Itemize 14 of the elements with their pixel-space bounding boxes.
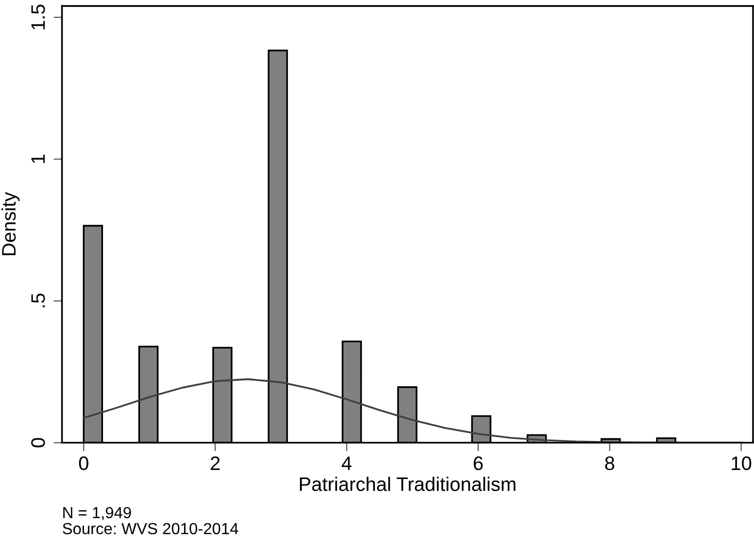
- y-tick-label: 1: [31, 154, 45, 164]
- x-tick-label: 10: [732, 456, 752, 470]
- y-tick-label: 0: [31, 438, 45, 448]
- x-tick-label: 0: [79, 456, 88, 470]
- y-axis-title: Density: [1, 192, 20, 256]
- source-note: Source: WVS 2010-2014: [62, 522, 238, 534]
- text: N = 1,949: [63, 506, 131, 520]
- x-tick-label: 2: [210, 456, 220, 470]
- x-tick-label: 8: [605, 456, 614, 470]
- x-axis-title: Patriarchal Traditionalism: [300, 476, 516, 492]
- y-tick-label: 1.5: [31, 4, 45, 30]
- x-tick-label: 6: [474, 456, 483, 470]
- x-tick-label: 4: [342, 456, 352, 470]
- y-tick-label: .5: [31, 294, 45, 308]
